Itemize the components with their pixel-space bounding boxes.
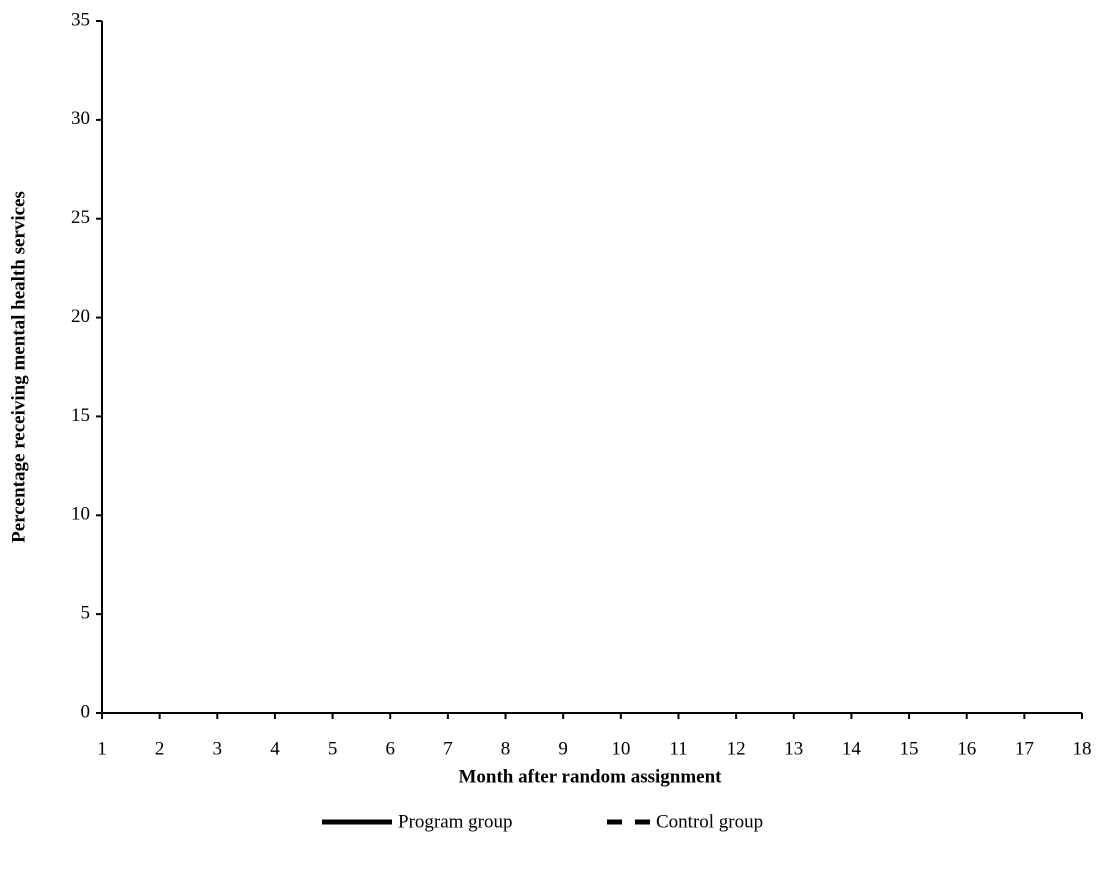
y-tick-label: 0: [81, 701, 91, 722]
x-tick-label: 9: [558, 738, 568, 759]
x-tick-label: 11: [669, 738, 687, 759]
y-tick-label: 5: [81, 603, 91, 624]
x-tick-label: 18: [1073, 738, 1092, 759]
x-tick-label: 5: [328, 738, 338, 759]
x-tick-label: 12: [727, 738, 746, 759]
x-tick-label: 14: [842, 738, 862, 759]
y-tick-label: 10: [71, 504, 90, 525]
legend-label: Control group: [656, 811, 763, 832]
x-tick-label: 17: [1015, 738, 1034, 759]
x-tick-label: 10: [611, 738, 630, 759]
x-tick-label: 1: [97, 738, 107, 759]
legend-label: Program group: [398, 811, 513, 832]
y-tick-label: 20: [71, 306, 90, 327]
x-tick-label: 13: [784, 738, 803, 759]
x-tick-label: 2: [155, 738, 165, 759]
y-tick-label: 35: [71, 9, 90, 30]
y-axis-label: Percentage receiving mental health servi…: [8, 191, 29, 543]
x-tick-label: 15: [900, 738, 919, 759]
x-tick-label: 7: [443, 738, 453, 759]
y-tick-label: 15: [71, 405, 90, 426]
x-tick-label: 6: [385, 738, 395, 759]
x-axis-label: Month after random assignment: [458, 766, 722, 787]
x-tick-label: 16: [957, 738, 976, 759]
x-tick-label: 8: [501, 738, 511, 759]
y-tick-label: 25: [71, 207, 90, 228]
y-tick-label: 30: [71, 108, 90, 129]
x-tick-label: 3: [213, 738, 223, 759]
x-tick-label: 4: [270, 738, 280, 759]
